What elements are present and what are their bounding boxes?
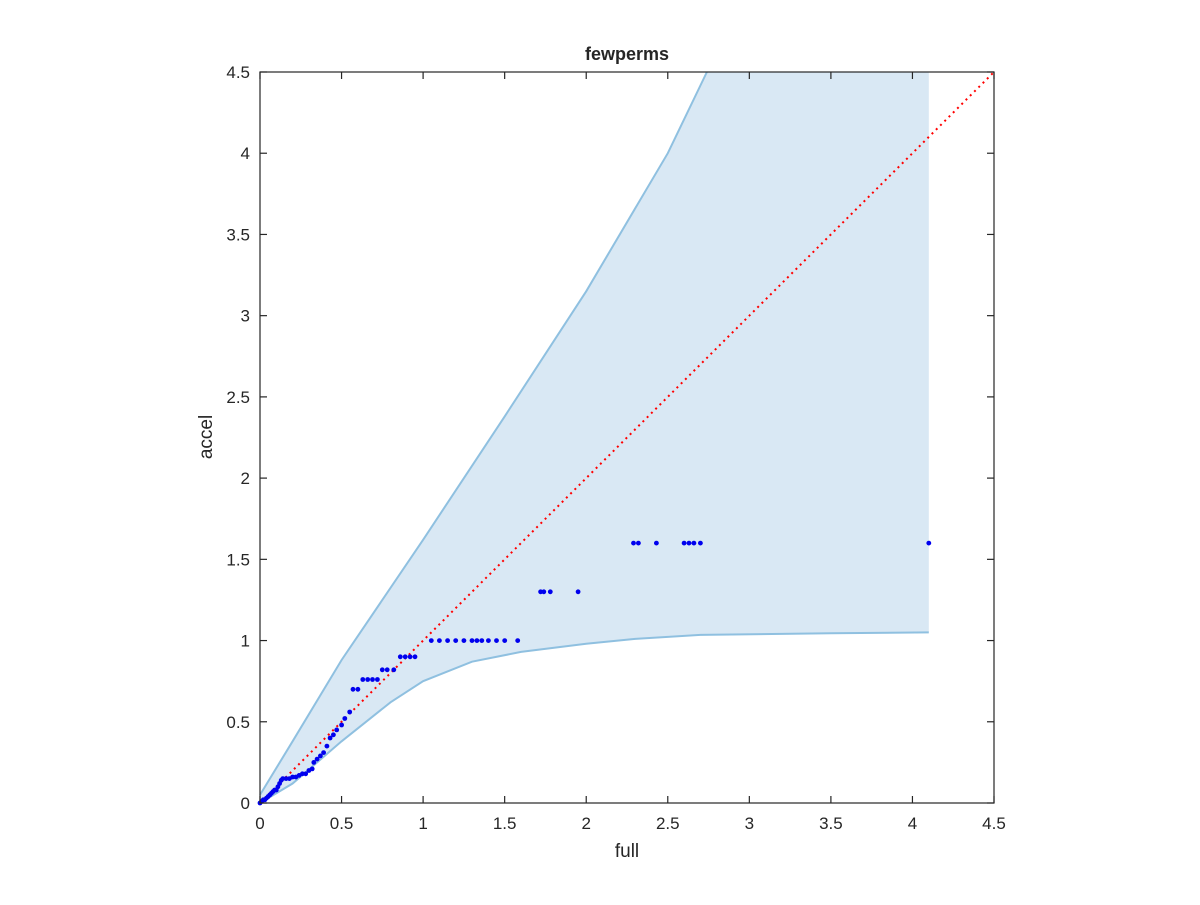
data-point <box>339 722 344 728</box>
x-tick-label: 0 <box>255 814 264 833</box>
x-tick-label: 1.5 <box>493 814 517 833</box>
data-point <box>547 589 553 595</box>
y-axis-label: accel <box>196 415 217 459</box>
data-point <box>469 638 475 643</box>
data-point <box>698 540 703 546</box>
data-point <box>311 760 317 765</box>
data-point <box>280 776 286 781</box>
data-point <box>318 753 323 759</box>
data-point <box>407 654 413 660</box>
data-point <box>636 540 641 546</box>
data-point <box>926 540 932 546</box>
data-point <box>303 771 309 777</box>
y-tick-label: 4 <box>241 144 250 163</box>
x-tick-label: 3.5 <box>819 814 843 833</box>
data-point <box>327 735 333 741</box>
x-tick-label: 2 <box>581 814 590 833</box>
y-tick-label: 2 <box>241 469 250 488</box>
data-point <box>379 667 385 673</box>
y-tick-label: 1 <box>241 632 250 651</box>
band-upper-edge <box>259 71 708 796</box>
x-tick-label: 1 <box>418 814 427 833</box>
data-point <box>515 638 521 643</box>
data-point <box>691 540 697 546</box>
data-point <box>342 716 348 721</box>
y-tick-label: 0.5 <box>226 713 250 732</box>
data-point <box>391 667 397 673</box>
data-point <box>486 638 491 643</box>
plot-area: 0 0.5 1 1.5 2 2.5 3 3.5 4 4.5 0 0.5 1 1.5 2 2.5 3 3.5 4 4.5 <box>226 63 1005 833</box>
data-point <box>375 677 380 682</box>
data-point <box>474 638 480 643</box>
data-point <box>350 686 356 692</box>
data-point <box>384 667 390 673</box>
data-point <box>300 771 305 777</box>
data-point <box>331 732 336 738</box>
data-point <box>437 638 442 643</box>
data-point <box>461 638 467 643</box>
data-point <box>575 589 581 595</box>
x-tick-label: 2.5 <box>656 814 680 833</box>
reference-line <box>259 71 995 804</box>
x-tick-label: 0.5 <box>330 814 354 833</box>
y-tick-label: 3.5 <box>226 225 250 244</box>
x-tick-label: 3 <box>745 814 754 833</box>
data-point <box>314 756 320 762</box>
data-point <box>502 638 508 643</box>
data-point <box>347 709 353 715</box>
data-point <box>283 776 289 781</box>
data-point <box>321 750 326 755</box>
data-point <box>541 589 547 595</box>
data-point <box>360 677 366 682</box>
confidence-band <box>260 72 929 803</box>
data-point <box>370 677 375 682</box>
y-tick-label: 0 <box>241 794 250 813</box>
data-point <box>453 638 459 643</box>
data-point <box>355 686 361 692</box>
data-point <box>445 638 450 643</box>
data-point <box>290 774 295 780</box>
data-point <box>309 766 315 772</box>
x-tick-label: 4 <box>908 814 917 833</box>
y-tick-label: 4.5 <box>226 63 250 82</box>
x-tick-label: 4.5 <box>982 814 1006 833</box>
axes-frame <box>259 71 995 804</box>
data-point <box>494 638 499 643</box>
data-point <box>334 727 340 733</box>
data-point <box>402 654 408 660</box>
y-tick-label: 3 <box>241 307 250 326</box>
data-point <box>631 540 636 546</box>
data-point <box>397 654 403 660</box>
data-point <box>479 638 485 643</box>
x-axis-label: full <box>615 841 639 862</box>
y-tick-label: 2.5 <box>226 388 250 407</box>
data-point <box>681 540 687 546</box>
data-point <box>412 654 418 660</box>
data-point <box>654 540 659 546</box>
data-point <box>365 677 371 682</box>
band-lower-edge <box>259 631 929 804</box>
y-tick-label: 1.5 <box>226 550 250 569</box>
chart-title: fewperms <box>585 44 669 64</box>
data-point <box>428 638 434 643</box>
data-point <box>324 743 330 749</box>
data-point <box>686 540 692 546</box>
